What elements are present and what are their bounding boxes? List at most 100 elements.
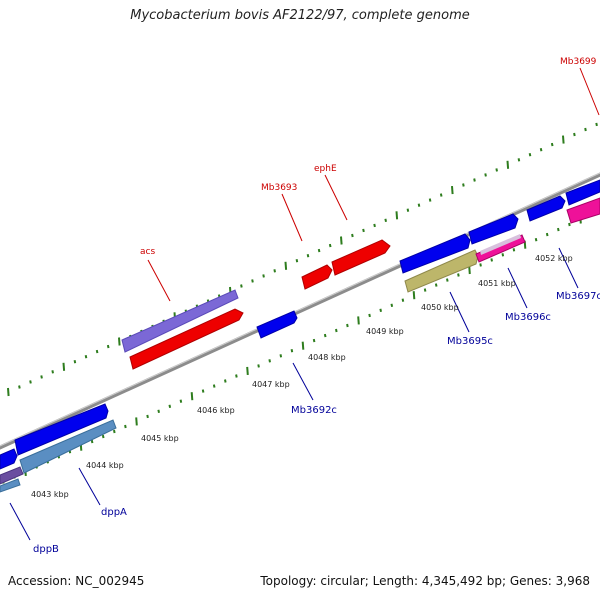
tick-mark — [373, 223, 376, 228]
tick-mark — [512, 248, 516, 252]
leader-mb3693 — [281, 193, 303, 242]
gene-pink-fwd[interactable] — [566, 197, 600, 224]
tick-mark — [346, 323, 349, 328]
gene-blue-fwd-1[interactable] — [399, 233, 471, 274]
gene-mb3695c[interactable] — [404, 249, 479, 293]
tick-mark — [495, 168, 498, 172]
gene-mb3692c[interactable] — [256, 310, 298, 339]
tick-mark — [51, 370, 54, 374]
gene-blue-fwd-2[interactable] — [468, 213, 519, 245]
gene-blue-fwd-3[interactable] — [526, 195, 566, 222]
gene-blue-left-2[interactable] — [0, 448, 18, 470]
gene-red-long[interactable] — [129, 308, 244, 370]
leader-dppa — [78, 467, 101, 506]
gene-mb3696c-light[interactable] — [480, 234, 521, 255]
leader-ephe — [324, 174, 348, 221]
kbp-label: 4050 kbp — [421, 303, 459, 312]
tick-mark — [135, 417, 138, 426]
gene-dppb-tail[interactable] — [0, 478, 21, 493]
tick-mark — [62, 362, 66, 371]
tick-mark — [417, 203, 421, 207]
gene-ephe[interactable] — [331, 239, 391, 276]
leader-dppb — [9, 502, 31, 541]
tick-mark — [401, 298, 405, 302]
tick-mark — [517, 158, 521, 162]
tick-mark — [157, 409, 160, 413]
kbp-label: 4044 kbp — [86, 461, 124, 470]
tick-mark — [113, 429, 116, 434]
tick-mark — [312, 338, 316, 343]
tick-mark — [118, 337, 121, 346]
tick-mark — [301, 341, 305, 350]
tick-mark — [335, 328, 338, 333]
tick-mark — [368, 313, 371, 318]
tick-mark — [446, 278, 449, 282]
tick-mark — [340, 236, 343, 245]
tick-mark — [290, 349, 294, 353]
tick-mark — [40, 375, 43, 379]
tick-mark — [568, 222, 571, 227]
tick-mark — [240, 284, 243, 288]
accession-text: Accession: NC_002945 — [8, 574, 145, 588]
tick-row-lower — [2, 212, 593, 484]
genome-summary-text: Topology: circular; Length: 4,345,492 bp… — [260, 574, 590, 588]
tick-mark — [501, 253, 505, 257]
tick-mark — [395, 211, 399, 220]
tick-mark — [584, 127, 587, 132]
kbp-label: 4048 kbp — [308, 353, 346, 362]
tick-mark — [262, 274, 265, 278]
label-mb3699: Mb3699 — [560, 57, 597, 67]
tick-mark — [534, 238, 538, 242]
tick-mark — [573, 132, 576, 137]
tick-mark — [106, 344, 110, 349]
tick-mark — [545, 232, 549, 237]
leader-acs — [147, 259, 171, 302]
label-mb3695c: Mb3695c — [447, 336, 493, 347]
gene-blue-fwd-4[interactable] — [565, 179, 600, 206]
tick-mark — [379, 308, 382, 312]
tick-mark — [18, 385, 21, 389]
tick-mark — [95, 349, 99, 354]
label-dppb: dppB — [33, 544, 59, 555]
gene-dppa[interactable] — [19, 419, 117, 474]
tick-mark — [484, 173, 487, 177]
tick-mark — [124, 424, 127, 429]
tick-mark — [390, 303, 394, 307]
kbp-label: 4051 kbp — [478, 279, 516, 288]
leader-mb3697c — [558, 247, 579, 289]
gene-blue-left-1[interactable] — [14, 403, 109, 456]
tick-mark — [328, 243, 332, 248]
forward-genes — [0, 179, 600, 470]
label-mb3697c: Mb3697c — [556, 291, 600, 302]
gene-mb3693[interactable] — [301, 264, 333, 290]
tick-mark — [268, 359, 271, 363]
tick-mark — [84, 355, 88, 359]
gene-labels: acs Mb3693 ephE Mb3699 dppB dppA Mb3692c… — [33, 57, 600, 555]
tick-mark — [146, 414, 149, 419]
tick-row-upper — [7, 122, 598, 397]
gene-dppb[interactable] — [0, 466, 24, 485]
tick-mark — [384, 218, 387, 222]
tick-mark — [306, 254, 310, 258]
tick-mark — [439, 193, 443, 197]
tick-mark — [490, 258, 493, 262]
label-leaders — [9, 67, 600, 541]
tick-mark — [295, 259, 299, 263]
tick-mark — [323, 333, 327, 338]
leader-mb3695c — [449, 291, 470, 333]
kbp-label: 4046 kbp — [197, 406, 235, 415]
tick-mark — [168, 404, 172, 408]
tick-mark — [595, 122, 598, 127]
tick-mark — [434, 283, 438, 287]
tick-mark — [423, 288, 427, 292]
tick-mark — [190, 392, 194, 401]
tick-mark — [562, 135, 565, 144]
leader-mb3699 — [579, 67, 600, 116]
gene-acs[interactable] — [121, 289, 239, 353]
tick-mark — [251, 279, 254, 283]
tick-mark — [90, 439, 94, 444]
tick-mark — [179, 399, 183, 403]
tick-mark — [284, 261, 288, 270]
tick-mark — [428, 198, 432, 202]
